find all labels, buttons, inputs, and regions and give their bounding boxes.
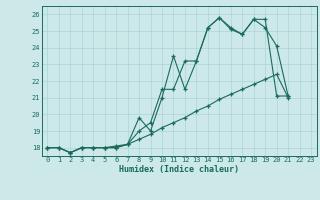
X-axis label: Humidex (Indice chaleur): Humidex (Indice chaleur) [119,165,239,174]
